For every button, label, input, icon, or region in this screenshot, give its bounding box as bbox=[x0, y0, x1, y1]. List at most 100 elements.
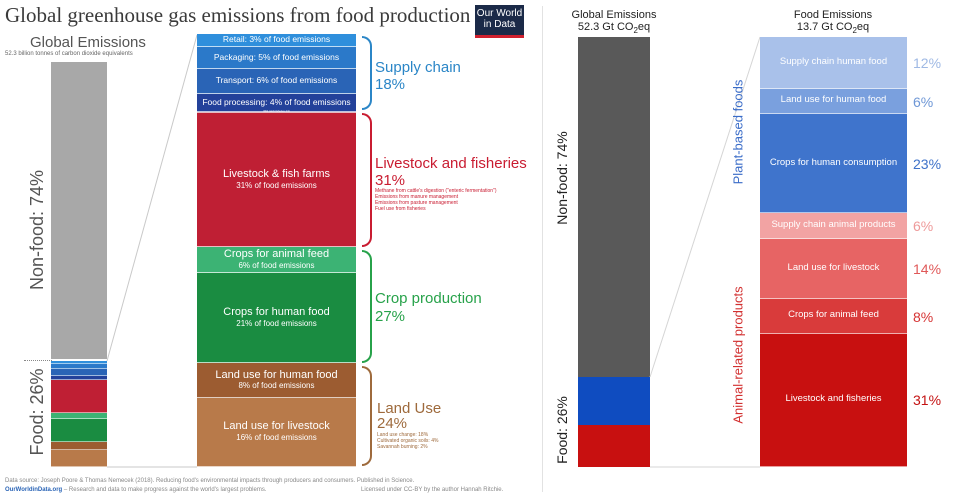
left-mini-segment-land-use-for-livestock bbox=[51, 450, 107, 467]
group-landuse-pct: 24% bbox=[377, 415, 408, 432]
right-segment-pct: 12% bbox=[913, 54, 942, 71]
right-connector-top bbox=[649, 36, 761, 378]
left-segment-crops-for-animal-feed: Crops for animal feed 6% of food emission… bbox=[197, 247, 356, 273]
left-mini-segment-crops-for-human-food bbox=[51, 419, 107, 442]
left-segment-label: Crops for human food 21% of food emission… bbox=[197, 306, 356, 328]
livestock-note: Methane from cattle's digestion ("enteri… bbox=[375, 188, 497, 194]
livestock-note: Emissions from manure management bbox=[375, 194, 459, 200]
right-segment-pct: 6% bbox=[913, 218, 934, 235]
right-global-subtitle: 52.3 Gt CO2eq bbox=[578, 22, 650, 35]
group-supply-chain-name: Supply chain bbox=[375, 59, 461, 76]
left-segment-retail: Retail: 3% of food emissions bbox=[197, 34, 356, 47]
plant-based-label: Plant-based foods bbox=[730, 79, 746, 185]
left-segment-label: Retail: 3% of food emissions bbox=[222, 34, 331, 45]
left-segment-label: Wild catch fisheries: 1% bbox=[263, 110, 290, 113]
right-nonfood-bar bbox=[578, 37, 650, 377]
left-food-stack bbox=[51, 361, 107, 467]
group-livestock-name: Livestock and fisheries bbox=[375, 155, 527, 172]
left-segment-subtitle: 31% of food emissions bbox=[236, 180, 317, 190]
right-segment-pct: 31% bbox=[913, 392, 942, 409]
livestock-note: Emissions from pasture management bbox=[375, 200, 458, 206]
right-global-subtitle-sub: 2 bbox=[633, 26, 638, 36]
right-segment-livestock-and-fisheries: Livestock and fisheries bbox=[760, 333, 907, 467]
right-segment-pct: 14% bbox=[913, 261, 942, 278]
right-segment-land-use-for-human-food: Land use for human food bbox=[760, 88, 907, 115]
right-segment-pct: 6% bbox=[913, 93, 934, 110]
right-food-subtitle: 13.7 Gt CO2eq bbox=[797, 22, 869, 35]
left-segment-crops-for-human-food: Crops for human food 21% of food emission… bbox=[197, 272, 356, 364]
landuse-note: Savannah burning: 2% bbox=[377, 444, 428, 450]
left-segment-land-use-for-human-food: Land use for human food 8% of food emissi… bbox=[197, 363, 356, 398]
right-food-stack: Supply chain human food Land use for huma… bbox=[760, 37, 907, 467]
left-segment-subtitle: 8% of food emissions bbox=[238, 381, 315, 391]
left-segment-livestock-fish-farms: Livestock & fish farms 31% of food emissi… bbox=[197, 113, 356, 248]
group-crop-pct: 27% bbox=[375, 308, 406, 325]
right-segment-label: Crops for animal feed bbox=[788, 309, 879, 321]
footer-line: OurWorldinData.org – Research and data t… bbox=[5, 487, 267, 493]
left-segment-transport: Transport: 6% of food emissions bbox=[197, 68, 356, 95]
footer-site-link[interactable]: OurWorldinData.org bbox=[5, 487, 63, 493]
left-segment-packaging: Packaging: 5% of food emissions bbox=[197, 46, 356, 69]
left-segment-wild-catch-fisheries: Wild catch fisheries: 1% bbox=[197, 110, 356, 114]
left-mini-segment-land-use-for-human-food bbox=[51, 441, 107, 451]
group-supply-chain-pct: 18% bbox=[375, 76, 406, 93]
footer-tagline: – Research and data to make progress aga… bbox=[62, 487, 267, 493]
left-mini-segment-packaging bbox=[51, 364, 107, 370]
group-crop-name: Crop production bbox=[375, 290, 482, 307]
owid-logo-line2: in Data bbox=[483, 19, 516, 30]
left-segment-title: Land use for human food bbox=[215, 368, 338, 381]
left-segment-subtitle: 21% of food emissions bbox=[236, 318, 317, 328]
right-food-subtitle-suffix: eq bbox=[856, 21, 870, 33]
left-segment-label: Packaging: 5% of food emissions bbox=[213, 51, 340, 62]
livestock-notes: Methane from cattle's digestion ("enteri… bbox=[375, 188, 497, 212]
right-food-subtitle-sub: 2 bbox=[852, 26, 857, 36]
footer-source: Data source: Joseph Poore & Thomas Nemec… bbox=[5, 478, 415, 484]
right-segment-label: Crops for human consumption bbox=[769, 156, 898, 168]
livestock-note: Fuel use from fisheries bbox=[375, 206, 426, 212]
right-food-title: Food Emissions bbox=[793, 9, 873, 21]
right-food-subtitle-main: 13.7 Gt CO bbox=[796, 21, 853, 33]
left-segment-label: Land use for human food 8% of food emissi… bbox=[197, 369, 356, 391]
right-segment-label: Supply chain animal products bbox=[771, 219, 896, 231]
left-mini-segment-livestock-fish-farms bbox=[51, 380, 107, 414]
right-segment-pct: 23% bbox=[913, 155, 942, 172]
left-mini-segment-retail bbox=[51, 361, 107, 365]
left-segment-title: Land use for livestock bbox=[223, 420, 330, 433]
right-segment-label: Land use for human food bbox=[780, 94, 887, 106]
right-segment-label: Supply chain human food bbox=[779, 55, 888, 67]
left-mini-segment-crops-for-animal-feed bbox=[51, 413, 107, 420]
left-segment-food-processing: Food processing: 4% of food emissions bbox=[197, 94, 356, 112]
owid-logo-stripe bbox=[475, 35, 524, 38]
right-global-title: Global Emissions bbox=[571, 9, 657, 21]
right-segment-pct: 8% bbox=[913, 308, 934, 325]
animal-related-label: Animal-related products bbox=[730, 286, 746, 424]
left-segment-title: Livestock & fish farms bbox=[223, 168, 330, 181]
left-mini-segment-food-processing bbox=[51, 375, 107, 380]
right-global-subtitle-main: 52.3 Gt CO bbox=[577, 21, 634, 33]
footer-license: Licensed under CC-BY by the author Hanna… bbox=[361, 487, 504, 493]
left-segment-land-use-for-livestock: Land use for livestock 16% of food emissi… bbox=[197, 397, 356, 467]
right-food-supply-bar bbox=[578, 377, 650, 425]
left-global-subheading: 52.3 billion tonnes of carbon dioxide eq… bbox=[5, 51, 133, 57]
right-segment-label: Livestock and fisheries bbox=[785, 393, 882, 405]
right-global-subtitle-suffix: eq bbox=[637, 21, 651, 33]
left-food-divider bbox=[24, 360, 52, 361]
left-title: Global greenhouse gas emissions from foo… bbox=[5, 3, 471, 27]
left-segment-subtitle: 16% of food emissions bbox=[236, 433, 317, 443]
left-segment-label: Transport: 6% of food emissions bbox=[215, 75, 338, 86]
left-segment-label: Food processing: 4% of food emissions bbox=[202, 96, 351, 107]
group-livestock-pct: 31% bbox=[375, 172, 406, 189]
left-connector-top bbox=[106, 34, 198, 362]
left-segment-label: Livestock & fish farms 31% of food emissi… bbox=[197, 168, 356, 190]
right-segment-supply-chain-human-food: Supply chain human food bbox=[760, 37, 907, 89]
right-segment-land-use-for-livestock: Land use for livestock bbox=[760, 239, 907, 300]
left-mini-segment-transport bbox=[51, 369, 107, 376]
left-segment-title: Crops for animal feed bbox=[223, 247, 330, 260]
left-nonfood-bar bbox=[51, 62, 107, 359]
landuse-notes: Land use change: 18% Cultivated organic … bbox=[377, 432, 438, 450]
group-landuse-name: Land Use bbox=[377, 400, 442, 417]
left-segment-subtitle: 6% of food emissions bbox=[238, 260, 315, 270]
